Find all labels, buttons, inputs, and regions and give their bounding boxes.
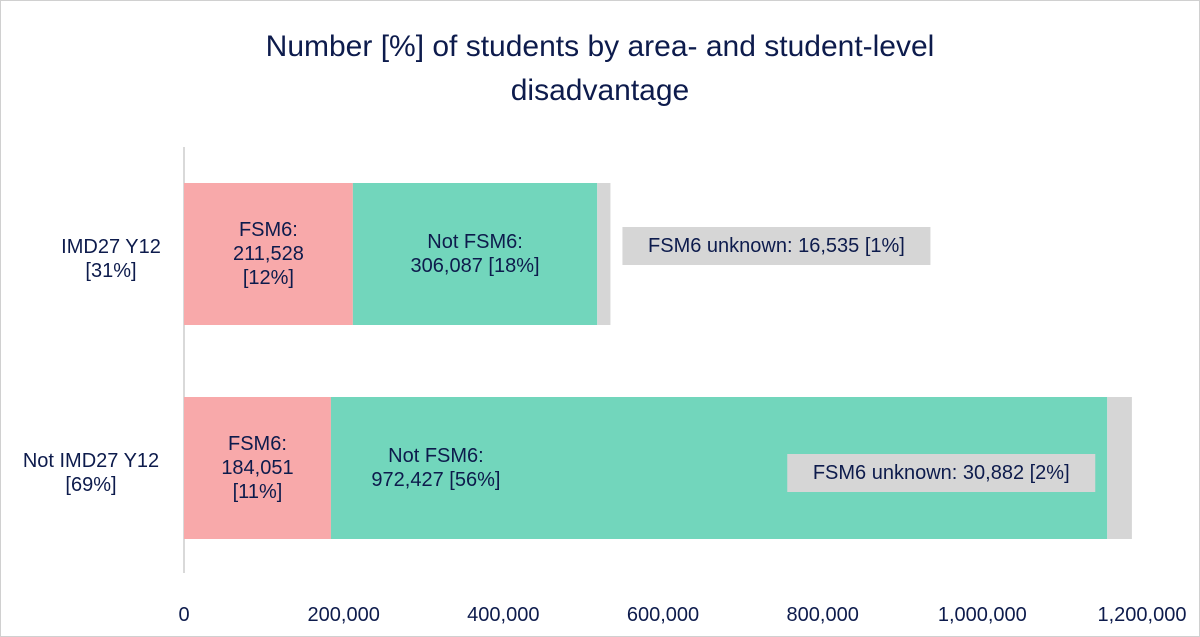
bar-not_fsm6-row-1 [352, 183, 598, 325]
data-label-not_fsm6-row-2-line-2: 972,427 [56%] [371, 469, 500, 491]
data-label-fsm6-row-1-line-3: [12%] [243, 267, 294, 289]
data-label-fsm6-row-2-line-3: [11%] [233, 481, 283, 503]
data-label-fsm6-row-2-line-2: 184,051 [221, 457, 293, 479]
data-label-not_fsm6-row-2: Not FSM6:972,427 [56%] [371, 445, 500, 491]
category-label-row-1: IMD27 Y12[31%] [61, 236, 161, 282]
x-tick-label: 600,000 [627, 604, 699, 626]
bar-unknown-row-1 [597, 183, 611, 325]
data-label-fsm6-row-2: FSM6:184,051[11%] [221, 433, 293, 503]
x-tick-label: 1,200,000 [1098, 604, 1187, 626]
data-label-not_fsm6-row-2-line-1: Not FSM6: [388, 445, 484, 467]
x-tick-label: 800,000 [787, 604, 859, 626]
x-tick-label: 0 [178, 604, 189, 626]
x-tick-label: 1,000,000 [938, 604, 1027, 626]
callout-unknown-row-2: FSM6 unknown: 30,882 [2%] [787, 454, 1096, 492]
data-label-not_fsm6-row-1-line-2: 306,087 [18%] [411, 255, 540, 277]
data-label-fsm6-row-1-line-2: 211,528 [233, 243, 304, 265]
data-label-unknown-row-1: FSM6 unknown: 16,535 [1%] [648, 235, 905, 257]
category-label-row-2: Not IMD27 Y12[69%] [23, 450, 159, 496]
category-label-row-1-line-2: [31%] [85, 260, 136, 282]
bar-unknown-row-2 [1107, 397, 1132, 539]
callout-box [622, 227, 931, 265]
data-label-not_fsm6-row-1: Not FSM6:306,087 [18%] [411, 231, 540, 277]
data-label-not_fsm6-row-1-line-1: Not FSM6: [427, 231, 523, 253]
data-label-fsm6-row-1: FSM6:211,528[12%] [233, 219, 304, 289]
x-tick-label: 200,000 [308, 604, 380, 626]
category-label-row-2-line-1: Not IMD27 Y12 [23, 450, 159, 472]
x-tick-label: 400,000 [467, 604, 539, 626]
bar-fsm6-row-2 [184, 397, 331, 539]
data-label-fsm6-row-1-line-1: FSM6: [239, 219, 298, 241]
data-label-unknown-row-2: FSM6 unknown: 30,882 [2%] [813, 462, 1070, 484]
callout-box [787, 454, 1096, 492]
chart-title-line-1: Number [%] of students by area- and stud… [265, 30, 935, 63]
category-label-row-2-line-2: [69%] [65, 474, 116, 496]
callout-unknown-row-1: FSM6 unknown: 16,535 [1%] [622, 227, 931, 265]
bar-fsm6-row-1 [184, 183, 353, 325]
chart-title-line-2: disadvantage [510, 74, 690, 107]
data-label-fsm6-row-2-line-1: FSM6: [228, 433, 287, 455]
category-label-row-1-line-1: IMD27 Y12 [61, 236, 161, 258]
chart-title: Number [%] of students by area- and stud… [1, 25, 1199, 113]
